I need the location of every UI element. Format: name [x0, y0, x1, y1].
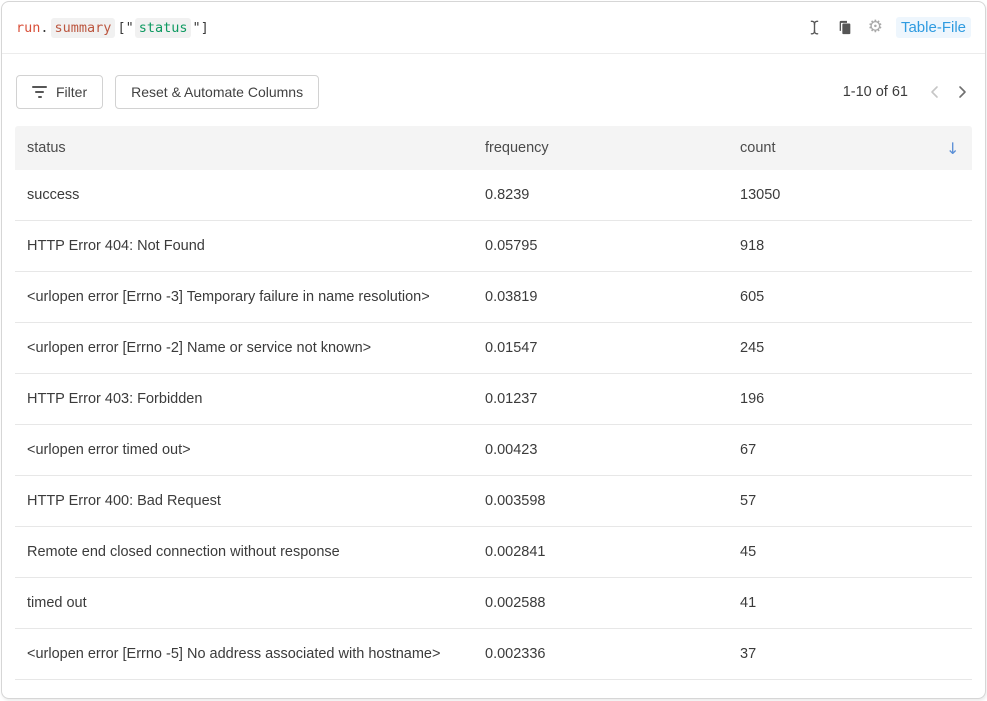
- table-row[interactable]: <urlopen error [Errno -2] Name or servic…: [15, 323, 972, 374]
- frequency-cell: 0.8239: [485, 187, 530, 203]
- frequency-cell: 0.002841: [485, 544, 546, 560]
- reset-automate-columns-label: Reset & Automate Columns: [131, 84, 304, 100]
- count-cell: 605: [740, 289, 765, 305]
- frequency-cell: 0.05795: [485, 238, 538, 254]
- status-cell: <urlopen error [Errno -2] Name or servic…: [27, 340, 372, 356]
- sort-control[interactable]: ↓: [934, 139, 959, 158]
- column-header-frequency[interactable]: frequency: [473, 140, 728, 156]
- table-row[interactable]: HTTP Error 403: Forbidden 0.01237 196: [15, 374, 972, 425]
- frequency-cell: 0.002336: [485, 646, 546, 662]
- count-cell: 67: [740, 442, 757, 458]
- status-cell: HTTP Error 400: Bad Request: [27, 493, 221, 509]
- page-range-label: 1-10 of 61: [842, 84, 908, 100]
- frequency-cell: 0.01237: [485, 391, 538, 407]
- expression-op-token: summary: [50, 17, 116, 38]
- status-cell: <urlopen error [Errno -5] No address ass…: [27, 646, 441, 662]
- frequency-cell: 0.002588: [485, 595, 546, 611]
- count-cell: 196: [740, 391, 765, 407]
- status-cell: success: [27, 187, 80, 203]
- count-cell: 918: [740, 238, 765, 254]
- expression-input[interactable]: run. summary [" status "]: [16, 17, 209, 38]
- table-row[interactable]: HTTP Error 400: Bad Request 0.003598 57: [15, 476, 972, 527]
- table-row[interactable]: <urlopen error timed out> 0.00423 67: [15, 425, 972, 476]
- status-cell: <urlopen error timed out>: [27, 442, 191, 458]
- table-row[interactable]: <urlopen error [Errno -5] No address ass…: [15, 629, 972, 680]
- frequency-cell: 0.003598: [485, 493, 546, 509]
- expression-open-token: [": [117, 19, 134, 36]
- table-toolbar: Filter Reset & Automate Columns 1-10 of …: [2, 54, 985, 126]
- count-cell: 41: [740, 595, 757, 611]
- status-cell: Remote end closed connection without res…: [27, 544, 340, 560]
- column-header-frequency-label: frequency: [485, 140, 549, 156]
- gear-glyph: ⚙: [867, 17, 883, 37]
- column-header-count-label: count: [740, 140, 776, 156]
- table-row[interactable]: timed out 0.002588 41: [15, 578, 972, 629]
- reset-automate-columns-button[interactable]: Reset & Automate Columns: [115, 75, 320, 109]
- text-cursor-icon[interactable]: [805, 17, 824, 38]
- frequency-cell: 0.03819: [485, 289, 538, 305]
- frequency-cell: 0.01547: [485, 340, 538, 356]
- column-header-count[interactable]: count: [728, 140, 934, 156]
- table-row[interactable]: Remote end closed connection without res…: [15, 527, 972, 578]
- table-row[interactable]: success 0.8239 13050: [15, 170, 972, 221]
- prev-page-button[interactable]: [926, 82, 944, 102]
- count-cell: 13050: [740, 187, 781, 203]
- sort-desc-icon: ↓: [946, 138, 960, 158]
- panel-actions: ⚙ Table-File: [805, 17, 971, 38]
- frequency-cell: 0.00423: [485, 442, 538, 458]
- status-cell: <urlopen error [Errno -3] Temporary fail…: [27, 289, 430, 305]
- gear-icon[interactable]: ⚙: [866, 17, 885, 38]
- count-cell: 57: [740, 493, 757, 509]
- expression-bar: run. summary [" status "] ⚙ Table-File: [2, 2, 985, 54]
- count-cell: 45: [740, 544, 757, 560]
- table-row[interactable]: <urlopen error [Errno -3] Temporary fail…: [15, 272, 972, 323]
- toolbar-buttons: Filter Reset & Automate Columns: [16, 75, 320, 109]
- copy-icon[interactable]: [835, 17, 855, 38]
- status-cell: HTTP Error 403: Forbidden: [27, 391, 203, 407]
- expression-close-token: "]: [192, 19, 209, 36]
- filter-icon: [32, 86, 47, 98]
- status-cell: HTTP Error 404: Not Found: [27, 238, 205, 254]
- column-header-status-label: status: [27, 140, 66, 156]
- pagination: 1-10 of 61: [843, 82, 971, 102]
- column-header-status[interactable]: status: [15, 140, 473, 156]
- expression-dot-token: .: [40, 19, 49, 36]
- status-cell: timed out: [27, 595, 87, 611]
- status-table: status frequency count ↓ success 0.8239 …: [15, 126, 972, 680]
- panel-type-link[interactable]: Table-File: [895, 17, 971, 38]
- filter-button[interactable]: Filter: [16, 75, 104, 109]
- table-row[interactable]: HTTP Error 404: Not Found 0.05795 918: [15, 221, 972, 272]
- count-cell: 37: [740, 646, 757, 662]
- filter-button-label: Filter: [56, 84, 88, 100]
- expression-var-token: run: [16, 19, 41, 36]
- count-cell: 245: [740, 340, 765, 356]
- next-page-button[interactable]: [953, 82, 971, 102]
- expression-string-token: status: [134, 17, 192, 38]
- table-header-row: status frequency count ↓: [15, 126, 972, 170]
